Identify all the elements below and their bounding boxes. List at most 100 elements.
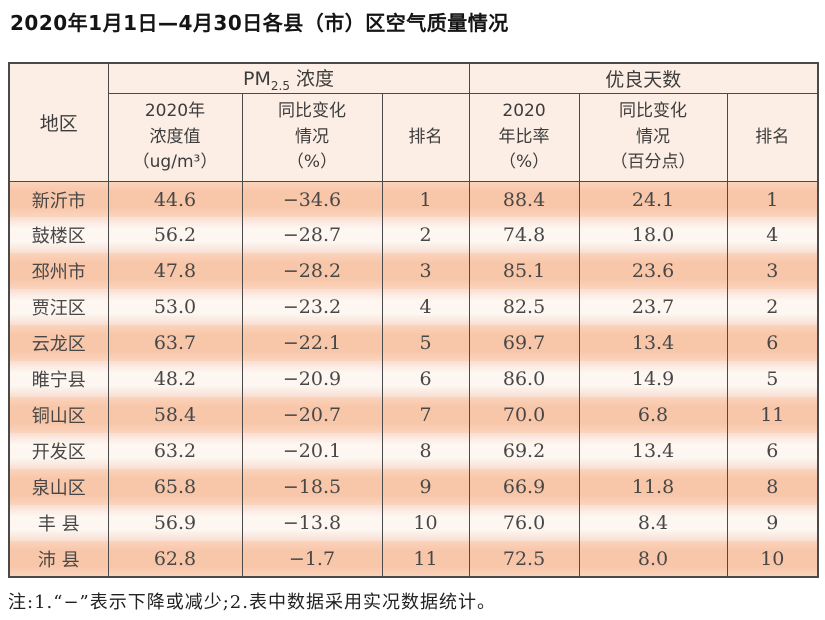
pm-change-cell: −23.2 xyxy=(241,289,383,326)
table-row: 贾汪区 53.0 −23.2 4 82.5 23.7 2 xyxy=(8,289,819,326)
pm-value-cell: 53.0 xyxy=(107,289,243,326)
good-change-cell: 8.4 xyxy=(578,505,728,542)
good-rate-cell: 66.9 xyxy=(468,469,580,506)
pm-rank-cell: 4 xyxy=(381,289,470,326)
table-row: 睢宁县 48.2 −20.9 6 86.0 14.9 5 xyxy=(8,361,819,398)
header-pm-group: PM2.5 浓度 xyxy=(107,63,470,94)
good-rate-cell: 72.5 xyxy=(468,541,580,578)
good-rank-cell: 8 xyxy=(726,469,819,506)
good-rate-cell: 74.8 xyxy=(468,217,580,254)
pm-rank-cell: 10 xyxy=(381,505,470,542)
pm-rank-cell: 3 xyxy=(381,253,470,290)
pm-label: PM xyxy=(243,68,271,90)
good-rank-cell: 6 xyxy=(726,433,819,470)
region-cell: 睢宁县 xyxy=(8,361,109,398)
pm-rank-cell: 8 xyxy=(381,433,470,470)
good-change-cell: 6.8 xyxy=(578,397,728,434)
pm-change-cell: −13.8 xyxy=(241,505,383,542)
air-quality-table: 地区 PM2.5 浓度 优良天数 2020年 浓度值 （ug/m³） 同比变化 … xyxy=(8,62,820,579)
table-body: 新沂市 44.6 −34.6 1 88.4 24.1 1 鼓楼区 56.2 −2… xyxy=(8,181,819,578)
region-cell: 云龙区 xyxy=(8,325,109,362)
good-rate-cell: 82.5 xyxy=(468,289,580,326)
pm-value-cell: 63.2 xyxy=(107,433,243,470)
good-rate-cell: 88.4 xyxy=(468,181,580,218)
region-cell: 鼓楼区 xyxy=(8,217,109,254)
good-rank-cell: 4 xyxy=(726,217,819,254)
pm-value-cell: 47.8 xyxy=(107,253,243,290)
header-good-rank: 排名 xyxy=(726,93,819,182)
pm-change-cell: −28.2 xyxy=(241,253,383,290)
good-change-cell: 13.4 xyxy=(578,325,728,362)
pm-change-cell: −28.7 xyxy=(241,217,383,254)
good-change-cell: 11.8 xyxy=(578,469,728,506)
table-row: 邳州市 47.8 −28.2 3 85.1 23.6 3 xyxy=(8,253,819,290)
good-rate-cell: 70.0 xyxy=(468,397,580,434)
table-row: 泉山区 65.8 −18.5 9 66.9 11.8 8 xyxy=(8,469,819,506)
good-rank-cell: 9 xyxy=(726,505,819,542)
table-row: 鼓楼区 56.2 −28.7 2 74.8 18.0 4 xyxy=(8,217,819,254)
pm-rank-cell: 11 xyxy=(381,541,470,578)
table-row: 铜山区 58.4 −20.7 7 70.0 6.8 11 xyxy=(8,397,819,434)
pm-subscript: 2.5 xyxy=(270,78,290,93)
pm-value-cell: 62.8 xyxy=(107,541,243,578)
good-rate-cell: 85.1 xyxy=(468,253,580,290)
region-cell: 铜山区 xyxy=(8,397,109,434)
good-change-cell: 18.0 xyxy=(578,217,728,254)
header-good-rate: 2020 年比率 （%） xyxy=(468,93,580,182)
region-cell: 开发区 xyxy=(8,433,109,470)
good-change-cell: 23.6 xyxy=(578,253,728,290)
pm-rank-cell: 7 xyxy=(381,397,470,434)
region-cell: 贾汪区 xyxy=(8,289,109,326)
pm-value-cell: 65.8 xyxy=(107,469,243,506)
pm-rank-cell: 6 xyxy=(381,361,470,398)
region-cell: 新沂市 xyxy=(8,181,109,218)
pm-value-cell: 56.2 xyxy=(107,217,243,254)
region-cell: 泉山区 xyxy=(8,469,109,506)
header-pm-value: 2020年 浓度值 （ug/m³） xyxy=(107,93,243,182)
good-rank-cell: 2 xyxy=(726,289,819,326)
pm-value-cell: 58.4 xyxy=(107,397,243,434)
header-sub-row: 2020年 浓度值 （ug/m³） 同比变化 情况 （%） 排名 2020 年比… xyxy=(9,93,819,182)
pm-change-cell: −34.6 xyxy=(241,181,383,218)
header-region: 地区 xyxy=(8,63,109,182)
good-rank-cell: 11 xyxy=(726,397,819,434)
header-pm-rank: 排名 xyxy=(381,93,470,182)
pm-change-cell: −20.9 xyxy=(241,361,383,398)
pm-change-cell: −1.7 xyxy=(241,541,383,578)
pm-change-cell: −20.7 xyxy=(241,397,383,434)
footnote: 注:1.“−”表示下降或减少;2.表中数据采用实况数据统计。 xyxy=(8,592,496,613)
good-change-cell: 23.7 xyxy=(578,289,728,326)
pm-label-suffix: 浓度 xyxy=(289,68,335,90)
pm-change-cell: −18.5 xyxy=(241,469,383,506)
good-rank-cell: 5 xyxy=(726,361,819,398)
table-row: 开发区 63.2 −20.1 8 69.2 13.4 6 xyxy=(8,433,819,470)
good-change-cell: 13.4 xyxy=(578,433,728,470)
good-change-cell: 24.1 xyxy=(578,181,728,218)
table-row: 沛 县 62.8 −1.7 11 72.5 8.0 10 xyxy=(8,541,819,578)
pm-value-cell: 44.6 xyxy=(107,181,243,218)
pm-value-cell: 56.9 xyxy=(107,505,243,542)
pm-value-cell: 48.2 xyxy=(107,361,243,398)
good-rank-cell: 1 xyxy=(726,181,819,218)
table-row: 云龙区 63.7 −22.1 5 69.7 13.4 6 xyxy=(8,325,819,362)
good-rate-cell: 69.7 xyxy=(468,325,580,362)
good-rank-cell: 10 xyxy=(726,541,819,578)
header-good-days-group: 优良天数 xyxy=(468,63,819,94)
pm-change-cell: −20.1 xyxy=(241,433,383,470)
table-header: 地区 PM2.5 浓度 优良天数 2020年 浓度值 （ug/m³） 同比变化 … xyxy=(8,63,819,182)
pm-rank-cell: 2 xyxy=(381,217,470,254)
table-row: 丰 县 56.9 −13.8 10 76.0 8.4 9 xyxy=(8,505,819,542)
good-change-cell: 14.9 xyxy=(578,361,728,398)
table-title: 2020年1月1日—4月30日各县（市）区空气质量情况 xyxy=(10,11,509,35)
pm-value-cell: 63.7 xyxy=(107,325,243,362)
good-rate-cell: 76.0 xyxy=(468,505,580,542)
pm-rank-cell: 1 xyxy=(381,181,470,218)
region-cell: 邳州市 xyxy=(8,253,109,290)
pm-rank-cell: 9 xyxy=(381,469,470,506)
pm-rank-cell: 5 xyxy=(381,325,470,362)
good-change-cell: 8.0 xyxy=(578,541,728,578)
region-cell: 丰 县 xyxy=(8,505,109,542)
header-pm-change: 同比变化 情况 （%） xyxy=(241,93,383,182)
good-rank-cell: 3 xyxy=(726,253,819,290)
